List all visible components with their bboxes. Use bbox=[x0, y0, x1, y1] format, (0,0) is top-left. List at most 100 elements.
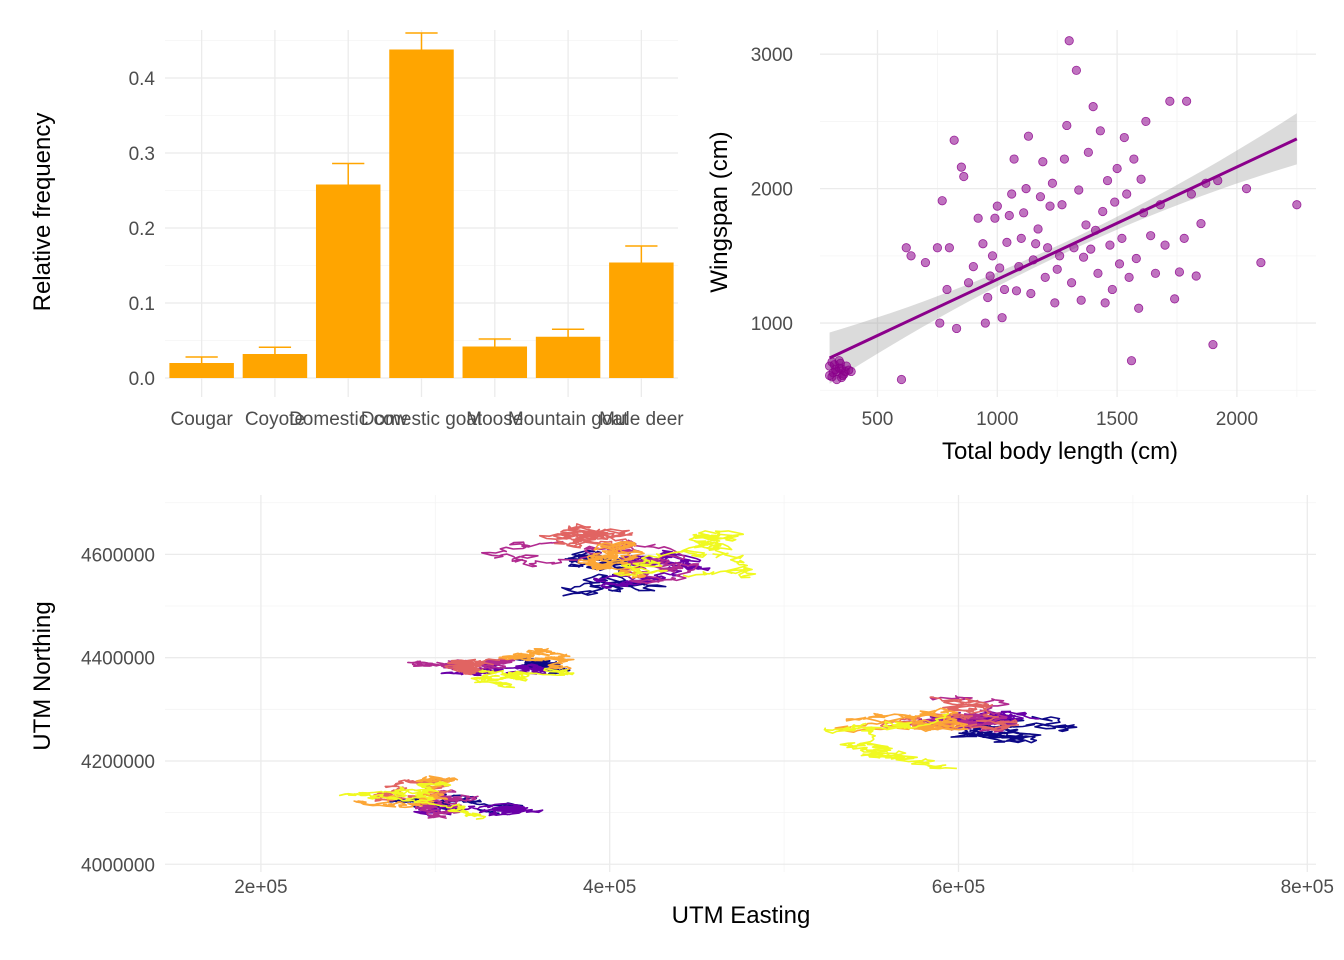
scatter-chart-point bbox=[1002, 237, 1012, 248]
scatter-chart-point bbox=[1095, 126, 1105, 136]
track-map-path-segment bbox=[613, 530, 757, 579]
track-map-path-segment bbox=[834, 707, 969, 733]
bar-chart-y-tick-label: 0.2 bbox=[129, 219, 155, 240]
scatter-chart-points bbox=[824, 36, 1302, 385]
scatter-chart-y-axis-label: Wingspan (cm) bbox=[706, 131, 733, 292]
scatter-chart-point bbox=[1141, 116, 1151, 127]
track-map-path-segment bbox=[444, 658, 507, 676]
track-map-path-segment bbox=[338, 781, 487, 820]
track-map-y-tick-label: 4600000 bbox=[81, 545, 155, 566]
scatter-chart-point bbox=[1088, 102, 1098, 112]
scatter-chart-y-tick-labels: 1000 2000 3000 bbox=[751, 45, 793, 335]
scatter-chart-point bbox=[1064, 36, 1074, 46]
scatter-chart-point bbox=[1126, 356, 1137, 366]
bar-chart-x-tick-label: Cougar bbox=[170, 409, 233, 430]
scatter-chart-point bbox=[1083, 147, 1093, 157]
scatter-chart-point bbox=[1007, 189, 1017, 199]
scatter-chart-point bbox=[1023, 131, 1034, 141]
scatter-chart-point bbox=[997, 313, 1007, 323]
scatter-chart-point bbox=[901, 243, 911, 253]
track-map-y-tick-label: 4200000 bbox=[81, 752, 155, 773]
scatter-chart-point bbox=[1031, 239, 1041, 249]
bar-chart-y-tick-label: 0.4 bbox=[129, 69, 156, 90]
scatter-chart-point bbox=[1129, 154, 1139, 164]
scatter-chart-x-tick-label: 1500 bbox=[1096, 409, 1138, 430]
scatter-chart-panel: 1000 2000 3000 500 1000 1500 2000 Total body … bbox=[706, 30, 1316, 465]
scatter-chart-point bbox=[1122, 189, 1132, 199]
scatter-chart-point bbox=[1105, 240, 1115, 250]
scatter-chart-point bbox=[987, 251, 998, 261]
bar-chart-x-tick-label: Coyote bbox=[245, 409, 305, 430]
scatter-chart-point bbox=[1057, 200, 1067, 210]
scatter-chart-point bbox=[1059, 154, 1070, 164]
bar-chart-y-tick-label: 0.0 bbox=[129, 369, 155, 390]
scatter-chart-point bbox=[980, 318, 990, 328]
bar-chart-errorbars bbox=[185, 32, 658, 365]
track-map-path-segment bbox=[823, 713, 957, 770]
scatter-chart-x-tick-label: 500 bbox=[862, 409, 894, 430]
bar-chart-x-tick-label: Mountain goat bbox=[508, 409, 629, 430]
scatter-chart-point bbox=[1098, 206, 1108, 217]
scatter-chart-point bbox=[1170, 294, 1180, 304]
scatter-chart-gridlines bbox=[820, 30, 1316, 397]
scatter-chart-point bbox=[1134, 303, 1144, 313]
scatter-chart-point bbox=[932, 243, 943, 253]
track-map-x-tick-label: 8e+05 bbox=[1281, 877, 1334, 898]
scatter-chart-point bbox=[1052, 264, 1062, 274]
scatter-chart-point bbox=[920, 257, 931, 268]
track-map-x-tick-label: 2e+05 bbox=[234, 877, 287, 898]
scatter-chart-point bbox=[1102, 175, 1113, 186]
scatter-chart-point bbox=[1119, 132, 1129, 143]
scatter-chart-point bbox=[992, 201, 1002, 211]
scatter-chart-y-tick-label: 3000 bbox=[751, 45, 793, 66]
scatter-chart-point bbox=[1110, 197, 1120, 207]
scatter-chart-point bbox=[1004, 210, 1014, 221]
scatter-chart-point bbox=[1174, 267, 1185, 277]
bar-chart-x-tick-label: Moose bbox=[466, 409, 523, 430]
scatter-chart-point bbox=[1050, 298, 1060, 308]
track-map-y-axis-label: UTM Northing bbox=[29, 601, 56, 750]
bar-chart-bar bbox=[462, 346, 528, 378]
scatter-chart-point bbox=[1009, 154, 1019, 164]
bar-chart-bar bbox=[535, 336, 601, 378]
scatter-chart-point bbox=[1160, 240, 1170, 250]
scatter-chart-point bbox=[1038, 157, 1048, 167]
scatter-chart-point bbox=[1124, 272, 1134, 282]
scatter-chart-point bbox=[1292, 200, 1302, 210]
scatter-chart-x-tick-label: 1000 bbox=[976, 409, 1018, 430]
scatter-chart-x-axis-label: Total body length (cm) bbox=[942, 438, 1178, 465]
scatter-chart-y-tick-label: 2000 bbox=[751, 180, 793, 201]
track-map-gridlines bbox=[165, 495, 1316, 872]
track-map-y-tick-label: 4400000 bbox=[81, 649, 155, 670]
scatter-chart-point bbox=[1047, 178, 1058, 188]
scatter-chart-trend-line-path bbox=[828, 137, 1298, 360]
track-map-path-segment bbox=[577, 541, 647, 579]
scatter-chart-point bbox=[1150, 268, 1161, 278]
scatter-chart-point bbox=[1074, 185, 1084, 195]
scatter-chart-point bbox=[1165, 96, 1175, 106]
scatter-chart-point bbox=[1019, 208, 1029, 218]
scatter-chart-y-tick-label: 1000 bbox=[751, 314, 793, 335]
scatter-chart-point bbox=[1136, 174, 1146, 184]
scatter-chart-x-tick-label: 2000 bbox=[1216, 409, 1258, 430]
bar-chart-bars bbox=[169, 49, 674, 378]
bar-chart-y-tick-label: 0.1 bbox=[129, 294, 155, 315]
track-map-path-segment bbox=[950, 715, 1078, 744]
bar-chart-x-tick-label: Mule deer bbox=[599, 409, 684, 430]
scatter-chart-point bbox=[1081, 220, 1091, 230]
scatter-chart-point bbox=[1191, 271, 1201, 281]
scatter-chart-point bbox=[1076, 295, 1086, 305]
scatter-chart-point bbox=[973, 213, 983, 223]
bar-chart-y-axis-label: Relative frequency bbox=[29, 113, 56, 312]
bar-chart-bar bbox=[169, 363, 234, 378]
scatter-chart-point bbox=[1241, 184, 1252, 194]
scatter-chart-point bbox=[1035, 192, 1046, 202]
track-map-x-axis-label: UTM Easting bbox=[672, 902, 811, 929]
scatter-chart-point bbox=[951, 323, 962, 334]
scatter-chart-point bbox=[1093, 268, 1103, 278]
scatter-chart-point bbox=[1078, 252, 1089, 262]
scatter-chart-point bbox=[1256, 257, 1266, 268]
scatter-chart-point bbox=[1208, 339, 1218, 350]
